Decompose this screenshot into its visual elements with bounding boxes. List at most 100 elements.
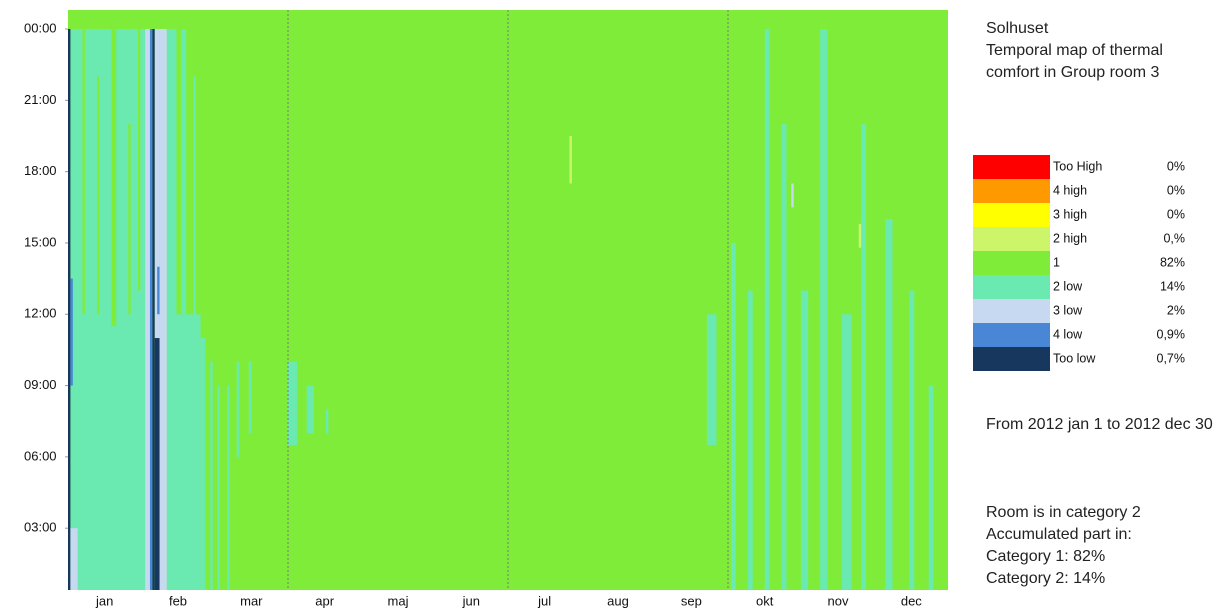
heat-cell <box>70 29 148 590</box>
legend-share: 0% <box>1167 183 1185 197</box>
heat-cell <box>306 385 314 434</box>
heat-cell <box>325 409 329 434</box>
y-tick-label: 21:00 <box>24 92 57 107</box>
heat-cell <box>569 135 572 184</box>
legend-share: 0,7% <box>1157 351 1186 365</box>
heat-cell <box>166 29 177 590</box>
heat-cell <box>706 314 717 445</box>
legend-swatch <box>973 227 1050 251</box>
heat-cell <box>861 124 867 590</box>
heat-cell <box>193 76 196 315</box>
legend-swatch <box>973 299 1050 323</box>
y-tick-label: 03:00 <box>24 520 57 535</box>
x-tick-label: okt <box>756 593 774 608</box>
heat-cell <box>145 29 150 590</box>
legend-label: 3 high <box>1053 207 1087 221</box>
heat-cell <box>68 29 71 590</box>
heat-cell <box>791 183 794 208</box>
heat-cell <box>96 76 100 315</box>
subtitle: Temporal map of thermal comfort in Group… <box>986 42 1163 81</box>
heat-cell <box>137 29 141 291</box>
heat-cell <box>181 29 187 315</box>
heat-cell <box>149 29 153 590</box>
heat-cell <box>157 266 160 315</box>
legend-swatch <box>973 155 1050 179</box>
heat-cell <box>70 278 73 386</box>
legend-label: 4 high <box>1053 183 1087 197</box>
heat-cell <box>176 314 201 590</box>
x-tick-label: mar <box>240 593 263 608</box>
summary-line: Room is in category 2 <box>986 504 1141 521</box>
x-tick-label: jul <box>537 593 551 608</box>
title-block: Solhuset Temporal map of thermal comfort… <box>986 18 1166 84</box>
plot: jan feb mar apr maj jun jul aug sep okt nov dec 00:0… <box>24 10 948 608</box>
legend-swatch <box>973 323 1050 347</box>
heat-cell <box>731 242 736 591</box>
heat-cell <box>152 29 155 590</box>
heat-cell <box>154 338 160 590</box>
title: Solhuset <box>986 20 1049 37</box>
heat-cell <box>885 219 893 590</box>
heat-cell <box>858 223 862 248</box>
legend-swatch <box>973 275 1050 299</box>
y-tick-label: 06:00 <box>24 448 57 463</box>
heat-cell <box>248 361 252 434</box>
legend-share: 2% <box>1167 303 1185 317</box>
x-tick-label: feb <box>169 593 187 608</box>
legend: Too High 0% 4 high 0% 3 high 0% 2 high 0,% 1 82% 2… <box>973 155 1185 371</box>
y-tick-label: 09:00 <box>24 377 57 392</box>
legend-swatch <box>973 179 1050 203</box>
heat-cell <box>236 361 240 457</box>
legend-share: 82% <box>1160 255 1185 269</box>
x-tick-label: dec <box>901 593 922 608</box>
summary-line: Accumulated part in: <box>986 526 1132 543</box>
legend-label: 2 low <box>1053 279 1083 293</box>
legend-share: 0,9% <box>1157 327 1186 341</box>
x-tick-label: jan <box>95 593 113 608</box>
x-tick-label: maj <box>388 593 409 608</box>
legend-label: Too High <box>1053 159 1102 173</box>
heat-cell <box>82 29 85 315</box>
heat-cell <box>820 29 828 590</box>
legend-swatch <box>973 347 1050 371</box>
legend-label: 1 <box>1053 255 1060 269</box>
heat-cell <box>764 29 770 590</box>
summary-line: Category 1: 82% <box>986 548 1106 565</box>
heat-cell <box>841 314 852 590</box>
y-tick-label: 15:00 <box>24 234 57 249</box>
x-tick-label: apr <box>315 593 334 608</box>
heat-cell <box>111 29 117 327</box>
heat-cell <box>210 361 213 590</box>
x-tick-label: jun <box>462 593 480 608</box>
legend-label: 2 high <box>1053 231 1087 245</box>
heat-cell <box>159 29 167 590</box>
legend-share: 0% <box>1167 159 1185 173</box>
heat-cell <box>781 124 787 590</box>
legend-label: 3 low <box>1053 303 1083 317</box>
x-tick-label: nov <box>828 593 849 608</box>
y-tick-label: 18:00 <box>24 163 57 178</box>
x-tick-label: sep <box>681 593 702 608</box>
heat-cell <box>909 290 915 590</box>
heat-cell <box>128 124 131 315</box>
legend-swatch <box>973 251 1050 275</box>
summary: Room is in category 2 Accumulated part in… <box>986 502 1216 590</box>
heat-cell <box>928 385 934 590</box>
heat-cell <box>800 290 809 590</box>
legend-label: Too low <box>1053 351 1096 365</box>
legend-swatch <box>973 203 1050 227</box>
heat-cell <box>747 290 753 590</box>
heat-cell <box>287 361 298 445</box>
legend-label: 4 low <box>1053 327 1083 341</box>
heat-cell <box>217 385 220 590</box>
legend-share: 14% <box>1160 279 1185 293</box>
heat-cell <box>70 528 78 590</box>
y-tick-label: 00:00 <box>24 20 57 35</box>
heat-cell <box>154 29 160 339</box>
legend-share: 0% <box>1167 207 1185 221</box>
x-tick-label: aug <box>607 593 629 608</box>
heat-cell <box>227 385 230 590</box>
summary-line: Category 2: 14% <box>986 570 1106 587</box>
